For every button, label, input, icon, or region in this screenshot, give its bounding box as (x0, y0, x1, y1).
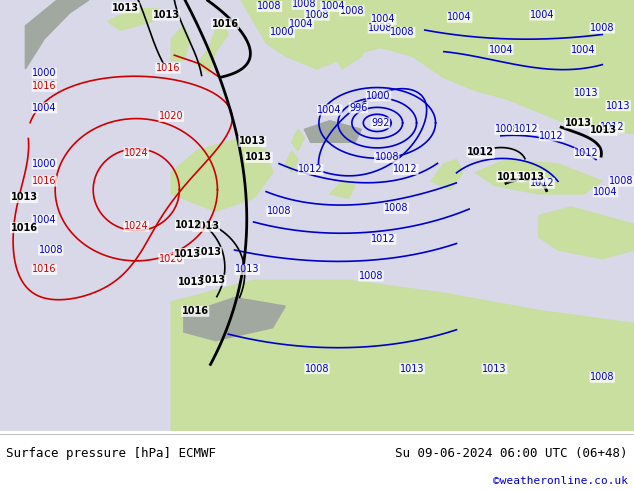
Text: 1012: 1012 (600, 122, 624, 132)
Polygon shape (241, 0, 634, 134)
Text: 1008: 1008 (590, 23, 614, 33)
Text: ©weatheronline.co.uk: ©weatheronline.co.uk (493, 476, 628, 486)
Text: 1013: 1013 (518, 172, 545, 182)
Text: 1008: 1008 (495, 124, 519, 134)
Text: 1013: 1013 (400, 364, 424, 374)
Text: 1004: 1004 (593, 187, 618, 197)
Text: 1000: 1000 (32, 159, 56, 169)
Text: 1004: 1004 (32, 215, 56, 225)
Text: 1008: 1008 (305, 364, 329, 374)
Text: 1000: 1000 (270, 27, 294, 37)
Text: 1008: 1008 (384, 203, 408, 213)
Text: 1004: 1004 (489, 45, 513, 54)
Text: 1008: 1008 (292, 0, 316, 9)
Text: 1013: 1013 (590, 125, 617, 135)
Text: 1004: 1004 (321, 1, 345, 11)
Text: 1013: 1013 (195, 247, 221, 257)
Text: 996: 996 (349, 103, 367, 113)
Text: 1012: 1012 (372, 234, 396, 245)
Text: 1012: 1012 (540, 131, 564, 141)
Text: 1008: 1008 (39, 245, 63, 255)
Polygon shape (431, 160, 463, 190)
Text: 1012: 1012 (470, 148, 494, 158)
Text: 1012: 1012 (176, 220, 202, 230)
Text: 1016: 1016 (156, 63, 180, 73)
Text: 1008: 1008 (368, 23, 392, 33)
Text: 1004: 1004 (32, 103, 56, 113)
Text: 1000: 1000 (32, 68, 56, 78)
Text: 1004: 1004 (289, 19, 313, 29)
Polygon shape (171, 280, 634, 431)
Text: 1013: 1013 (193, 221, 219, 231)
Text: Surface pressure [hPa] ECMWF: Surface pressure [hPa] ECMWF (6, 447, 216, 460)
Text: 1012: 1012 (394, 165, 418, 174)
Text: 1013: 1013 (112, 3, 139, 13)
Text: 1008: 1008 (375, 152, 399, 162)
Text: 1016: 1016 (32, 81, 56, 91)
Text: 1004: 1004 (571, 45, 595, 54)
Text: 1013: 1013 (606, 100, 630, 111)
Text: 1016: 1016 (32, 176, 56, 186)
Text: 1024: 1024 (124, 148, 148, 158)
Text: 1004: 1004 (530, 10, 554, 20)
Polygon shape (292, 129, 304, 151)
Polygon shape (539, 207, 634, 259)
Text: 992: 992 (371, 118, 390, 128)
Text: 1013: 1013 (235, 265, 259, 274)
Text: 1020: 1020 (159, 254, 183, 264)
Text: 1013: 1013 (153, 10, 179, 20)
Text: 1013: 1013 (199, 275, 226, 285)
Polygon shape (171, 138, 273, 211)
Polygon shape (25, 0, 89, 69)
Text: 1004: 1004 (318, 105, 342, 115)
Polygon shape (304, 121, 361, 142)
Polygon shape (330, 181, 355, 198)
Polygon shape (171, 26, 190, 60)
Text: 1016: 1016 (11, 222, 37, 233)
Text: 1008: 1008 (267, 206, 291, 216)
Polygon shape (476, 160, 602, 194)
Text: 1004: 1004 (372, 14, 396, 24)
Polygon shape (197, 17, 228, 74)
Text: 1013: 1013 (482, 364, 507, 374)
Text: 1024: 1024 (124, 221, 148, 231)
Text: 1008: 1008 (609, 176, 633, 186)
Text: 1013: 1013 (574, 88, 598, 98)
Polygon shape (184, 297, 285, 341)
Text: 1000: 1000 (366, 91, 391, 101)
Text: 1008: 1008 (340, 6, 364, 16)
Text: 1012: 1012 (514, 124, 538, 134)
Text: 1008: 1008 (391, 27, 415, 37)
Text: 1013: 1013 (245, 152, 272, 162)
Text: 1008: 1008 (305, 10, 329, 20)
Text: 1013: 1013 (497, 172, 524, 182)
Polygon shape (285, 151, 298, 172)
Text: 1013: 1013 (11, 193, 37, 202)
Text: 1012: 1012 (574, 148, 598, 158)
Text: 1016: 1016 (32, 265, 56, 274)
Text: 1012: 1012 (530, 178, 554, 188)
Text: 1016: 1016 (212, 19, 238, 29)
Polygon shape (304, 0, 387, 69)
Text: 1013: 1013 (239, 136, 266, 147)
Text: 1013: 1013 (174, 248, 200, 259)
Text: 1008: 1008 (590, 372, 614, 382)
Text: 1012: 1012 (467, 147, 494, 157)
Text: 1012: 1012 (299, 165, 323, 174)
Text: 1008: 1008 (359, 271, 383, 281)
Text: 1016: 1016 (182, 306, 209, 317)
Text: 1004: 1004 (448, 12, 472, 22)
Text: 1008: 1008 (257, 1, 281, 11)
Polygon shape (108, 9, 158, 30)
Text: 1020: 1020 (159, 111, 183, 122)
Text: Su 09-06-2024 06:00 UTC (06+48): Su 09-06-2024 06:00 UTC (06+48) (395, 447, 628, 460)
Text: 1013: 1013 (565, 118, 592, 128)
Text: 1013: 1013 (178, 277, 205, 288)
